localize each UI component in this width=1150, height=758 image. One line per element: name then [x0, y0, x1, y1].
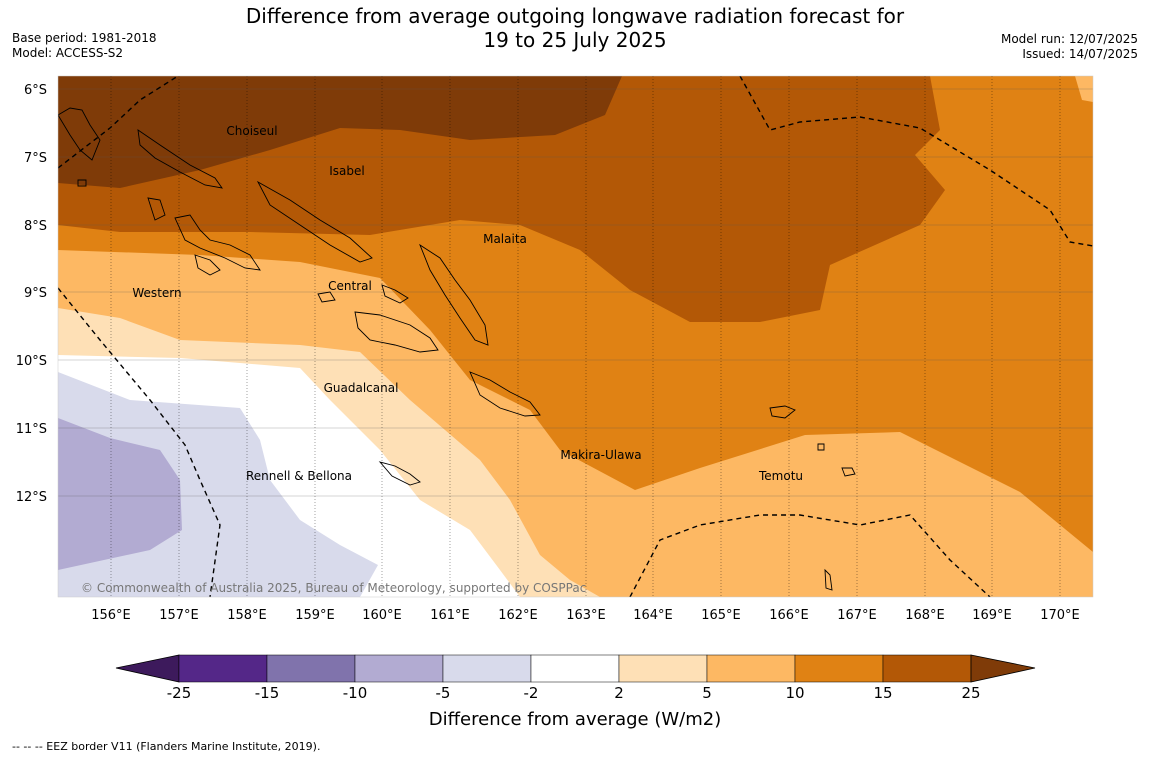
colorbar-segment [882, 654, 972, 683]
model-name: Model: ACCESS-S2 [12, 46, 124, 60]
lon-label: 169°E [972, 608, 1012, 623]
map-frame [57, 75, 1094, 598]
colorbar-title: Difference from average (W/m2) [428, 709, 722, 730]
lat-label: 8°S [24, 219, 47, 234]
colorbar-tick: -5 [435, 684, 451, 702]
colorbar-segment [618, 654, 708, 683]
lon-label: 161°E [430, 608, 470, 623]
colorbar [115, 654, 1036, 683]
lat-axis: 6°S 7°S 8°S 9°S 10°S 11°S 12°S [16, 83, 47, 505]
region-label-malaita: Malaita [483, 232, 527, 246]
meta-right: Model run: 12/07/2025 Issued: 14/07/2025 [1001, 32, 1138, 62]
lat-label: 7°S [24, 151, 47, 166]
colorbar-extend-low [115, 654, 180, 683]
region-label-guadalcanal: Guadalcanal [324, 381, 399, 395]
lon-label: 167°E [837, 608, 877, 623]
region-label-isabel: Isabel [329, 164, 364, 178]
lat-label: 11°S [16, 422, 47, 437]
lat-label: 9°S [24, 286, 47, 301]
lon-label: 168°E [905, 608, 945, 623]
region-label-rennell-bellona: Rennell & Bellona [246, 469, 352, 483]
region-label-central: Central [328, 279, 372, 293]
eez-footnote: -- -- -- EEZ border V11 (Flanders Marine… [12, 740, 321, 753]
lat-label: 6°S [24, 83, 47, 98]
band-neg10-neg5 [58, 418, 182, 570]
colorbar-segment [178, 654, 268, 683]
region-label-makira-ulawa: Makira-Ulawa [560, 448, 641, 462]
lon-label: 158°E [227, 608, 267, 623]
coastlines [58, 107, 856, 591]
lon-label: 156°E [91, 608, 131, 623]
band-gt25 [58, 76, 622, 188]
colorbar-tick: 5 [702, 684, 712, 702]
lon-label: 165°E [701, 608, 741, 623]
copyright-text: © Commonwealth of Australia 2025, Bureau… [81, 581, 586, 595]
colorbar-tick: -15 [254, 684, 280, 702]
colorbar-segment [706, 654, 796, 683]
lon-label: 170°E [1040, 608, 1080, 623]
region-label-western: Western [132, 286, 181, 300]
lon-label: 163°E [566, 608, 606, 623]
lon-label: 157°E [159, 608, 199, 623]
colorbar-segment [794, 654, 884, 683]
lat-label: 10°S [16, 354, 47, 369]
colorbar-tick: 15 [873, 684, 893, 702]
eez-border [58, 76, 1093, 597]
colorbar-segment [530, 654, 620, 683]
region-labels: Choiseul Isabel Malaita Western Central … [132, 124, 803, 483]
region-label-choiseul: Choiseul [226, 124, 277, 138]
base-period: Base period: 1981-2018 [12, 31, 157, 45]
colorbar-segment [354, 654, 444, 683]
chart-title-line1: Difference from average outgoing longwav… [245, 4, 905, 28]
lon-label: 159°E [295, 608, 335, 623]
lat-label: 12°S [16, 490, 47, 505]
colorbar-tick: -2 [523, 684, 539, 702]
colorbar-extend-high [970, 654, 1036, 683]
model-run: Model run: 12/07/2025 [1000, 32, 1138, 46]
lon-axis: 156°E 157°E 158°E 159°E 160°E 161°E 162°… [91, 608, 1080, 623]
issued-date: Issued: 14/07/2025 [1022, 47, 1138, 61]
colorbar-segment [442, 654, 532, 683]
lon-label: 160°E [362, 608, 402, 623]
map-fill [58, 76, 1093, 597]
colorbar-tick: -10 [342, 684, 368, 702]
colorbar-tick: 2 [614, 684, 624, 702]
chart-title-line2: 19 to 25 July 2025 [483, 28, 667, 52]
colorbar-tick: 25 [961, 684, 981, 702]
colorbar-segment [266, 654, 356, 683]
colorbar-tick: -25 [166, 684, 192, 702]
region-label-temotu: Temotu [758, 469, 803, 483]
lat-lines [58, 88, 1093, 497]
colorbar-tick: 10 [785, 684, 805, 702]
meta-left: Base period: 1981-2018 Model: ACCESS-S2 [12, 31, 157, 61]
lon-label: 164°E [633, 608, 673, 623]
lon-label: 162°E [498, 608, 538, 623]
lon-label: 166°E [769, 608, 809, 623]
